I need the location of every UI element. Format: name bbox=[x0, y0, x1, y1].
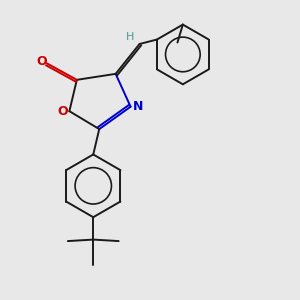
Text: H: H bbox=[126, 32, 134, 42]
Text: N: N bbox=[133, 100, 143, 113]
Text: O: O bbox=[58, 105, 68, 118]
Text: O: O bbox=[36, 56, 47, 68]
